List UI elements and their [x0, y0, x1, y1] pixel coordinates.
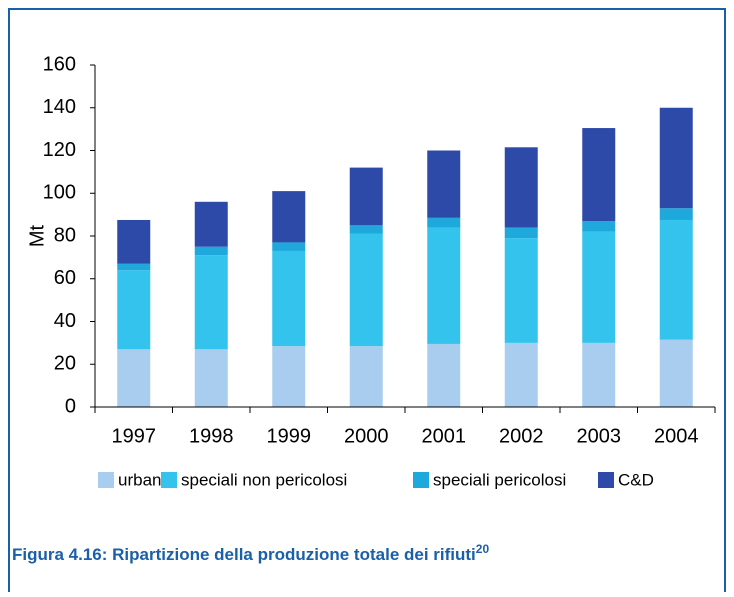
bar-segment: [349, 233, 383, 347]
bar-segment: [427, 227, 461, 344]
bar-segment: [582, 342, 616, 407]
x-tick-label: 1998: [189, 425, 234, 447]
bar-segment: [427, 343, 461, 407]
legend-swatch: [98, 472, 114, 488]
bar-segment: [117, 349, 151, 407]
bar-segment: [117, 219, 151, 264]
bar-segment: [272, 250, 306, 347]
y-tick-label: 160: [43, 53, 76, 75]
bar-segment: [194, 201, 228, 247]
y-tick-label: 40: [54, 310, 76, 332]
x-tick-label: 2004: [654, 425, 699, 447]
legend-label: urbani: [118, 470, 165, 489]
y-tick-label: 80: [54, 224, 76, 246]
legend-label: speciali non pericolosi: [181, 470, 347, 489]
x-tick-label: 2000: [344, 425, 389, 447]
bar-segment: [272, 346, 306, 407]
bar-segment: [117, 263, 151, 271]
legend-label: speciali pericolosi: [433, 470, 566, 489]
bar-segment: [194, 246, 228, 256]
x-tick-label: 2001: [422, 425, 467, 447]
y-tick-label: 140: [43, 96, 76, 118]
x-tick-label: 1999: [267, 425, 312, 447]
y-tick-label: 0: [65, 395, 76, 417]
x-tick-label: 2002: [499, 425, 544, 447]
x-tick-label: 1997: [112, 425, 157, 447]
y-axis-label: Mt: [26, 224, 48, 247]
bar-segment: [117, 270, 151, 350]
bar-segment: [582, 231, 616, 343]
legend-swatch: [161, 472, 177, 488]
bar-segment: [504, 238, 538, 343]
legend-label: C&D: [618, 470, 654, 489]
legend-swatch: [598, 472, 614, 488]
bar-segment: [504, 147, 538, 228]
bar-segment: [194, 349, 228, 407]
y-tick-label: 120: [43, 139, 76, 161]
bar-segment: [272, 191, 306, 243]
bar-segment: [659, 219, 693, 340]
bar-segment: [194, 255, 228, 350]
bar-segment: [349, 167, 383, 226]
y-tick-label: 60: [54, 267, 76, 289]
bar-segment: [659, 107, 693, 209]
bar-segment: [504, 342, 538, 407]
bar-segment: [349, 225, 383, 234]
bar-segment: [272, 242, 306, 251]
y-tick-label: 100: [43, 182, 76, 204]
caption-text: Figura 4.16: Ripartizione della produzio…: [12, 545, 476, 564]
bar-segment: [349, 346, 383, 407]
bar-segment: [504, 227, 538, 239]
bar-segment: [659, 208, 693, 220]
caption: Figura 4.16: Ripartizione della produzio…: [12, 542, 489, 564]
bar-segment: [582, 221, 616, 232]
legend-swatch: [413, 472, 429, 488]
x-tick-label: 2003: [577, 425, 622, 447]
bar-segment: [659, 339, 693, 407]
caption-sup: 20: [476, 542, 490, 556]
bar-segment: [427, 217, 461, 228]
bar-segment: [427, 150, 461, 218]
y-tick-label: 20: [54, 353, 76, 375]
bar-segment: [582, 128, 616, 222]
frame: [8, 8, 726, 592]
